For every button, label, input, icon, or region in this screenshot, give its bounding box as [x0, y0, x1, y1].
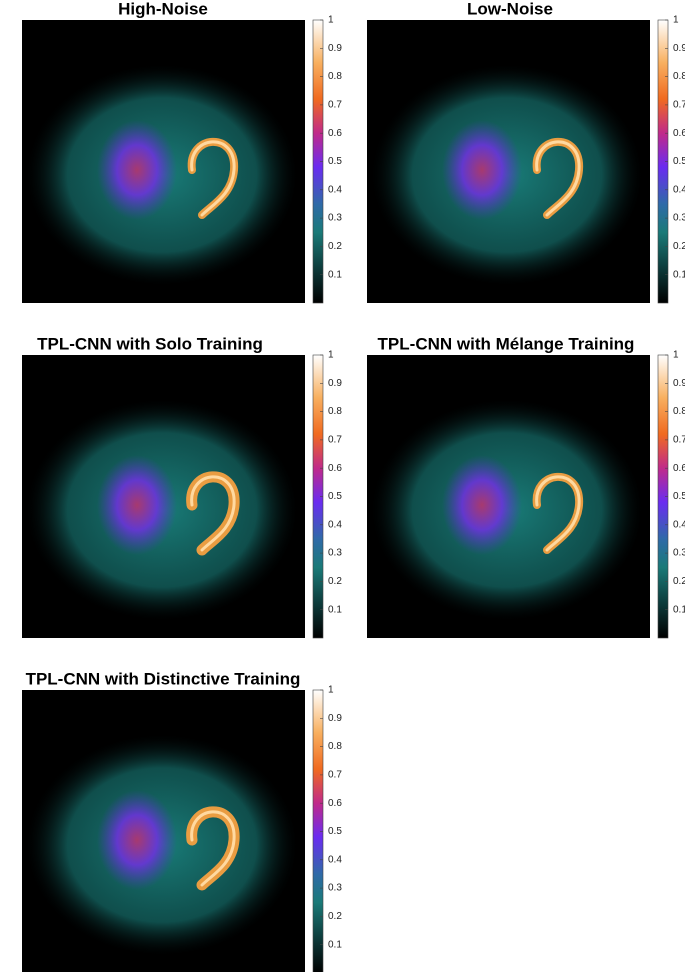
scan-image [367, 355, 650, 638]
colorbar-tick-label: 0.4 [673, 184, 685, 195]
colorbar-tick-label: 0.4 [328, 854, 342, 865]
scan-image [22, 355, 305, 638]
panel-title: TPL-CNN with Solo Training [37, 334, 263, 353]
colorbar-tick-label: 0.9 [673, 43, 685, 54]
hot-spot-core [190, 810, 236, 887]
hot-spot-core [535, 475, 581, 552]
colorbar-tick-label: 0.7 [673, 435, 685, 446]
colorbar-tick-label: 1 [673, 15, 679, 26]
scan-image [367, 20, 650, 303]
colorbar-tick-label: 0.4 [328, 184, 342, 195]
panel-title: TPL-CNN with Mélange Training [378, 334, 635, 353]
colorbar-tick-label: 0.9 [328, 713, 342, 724]
hot-spot-core [535, 140, 581, 217]
colorbar-tick-label: 0.7 [673, 100, 685, 111]
panel-title: High-Noise [118, 0, 208, 18]
left-blob [97, 790, 177, 890]
colorbar-tick-label: 0.2 [328, 241, 342, 252]
left-blob [442, 455, 522, 555]
colorbar-tick-label: 0.3 [673, 548, 685, 559]
colorbar-tick-label: 0.6 [673, 128, 685, 139]
colorbar-tick-label: 0.3 [328, 883, 342, 894]
colorbar-tick-label: 0.6 [328, 128, 342, 139]
colorbar-tick-label: 0.1 [328, 604, 342, 615]
left-blob [97, 455, 177, 555]
colorbar-tick-label: 1 [328, 15, 334, 26]
colorbar-tick-label: 0.1 [328, 939, 342, 950]
panel-title: Low-Noise [467, 0, 553, 18]
colorbar-tick-label: 0.5 [328, 491, 342, 502]
colorbar-tick-label: 0.6 [673, 463, 685, 474]
colorbar-tick-label: 0.2 [328, 911, 342, 922]
colorbar-tick-label: 0.1 [673, 269, 685, 280]
colorbar-tick-label: 0.8 [328, 71, 342, 82]
scan-image [22, 690, 305, 972]
colorbar-tick-label: 0.9 [328, 378, 342, 389]
colorbar-tick-label: 0.3 [328, 548, 342, 559]
colorbar-tick-label: 0.4 [673, 519, 685, 530]
colorbar-tick-label: 0.1 [673, 604, 685, 615]
colorbar-tick-label: 0.3 [673, 213, 685, 224]
colorbar [312, 689, 324, 972]
colorbar-tick-label: 0.5 [673, 156, 685, 167]
colorbar-tick-label: 1 [673, 350, 679, 361]
hot-spot-core [190, 140, 236, 217]
colorbar-tick-label: 0.2 [328, 576, 342, 587]
hot-spot-core [190, 475, 236, 552]
colorbar-tick-label: 0.8 [673, 406, 685, 417]
colorbar-tick-label: 0.2 [673, 241, 685, 252]
colorbar-tick-label: 0.2 [673, 576, 685, 587]
left-blob [97, 120, 177, 220]
colorbar-tick-label: 0.7 [328, 770, 342, 781]
colorbar-tick-label: 0.5 [673, 491, 685, 502]
colorbar-tick-label: 1 [328, 350, 334, 361]
colorbar-tick-label: 0.8 [328, 741, 342, 752]
colorbar-tick-label: 0.6 [328, 463, 342, 474]
colorbar-tick-label: 0.8 [328, 406, 342, 417]
panel-title: TPL-CNN with Distinctive Training [26, 669, 301, 688]
colorbar-tick-label: 0.5 [328, 156, 342, 167]
colorbar-tick-label: 0.3 [328, 213, 342, 224]
scan-image [22, 20, 305, 303]
colorbar-tick-label: 0.5 [328, 826, 342, 837]
colorbar-tick-label: 0.9 [673, 378, 685, 389]
left-blob [442, 120, 522, 220]
colorbar-tick-label: 0.9 [328, 43, 342, 54]
colorbar-tick-label: 0.8 [673, 71, 685, 82]
colorbar-tick-label: 0.6 [328, 798, 342, 809]
colorbar-tick-label: 0.4 [328, 519, 342, 530]
colorbar-tick-label: 1 [328, 685, 334, 696]
colorbar-tick-label: 0.7 [328, 100, 342, 111]
colorbar-tick-label: 0.1 [328, 269, 342, 280]
colorbar-tick-label: 0.7 [328, 435, 342, 446]
